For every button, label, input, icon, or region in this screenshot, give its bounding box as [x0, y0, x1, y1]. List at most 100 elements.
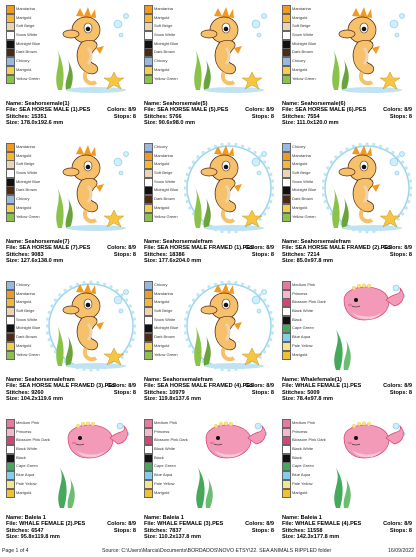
design-artwork: Chicory Mandarina Marigold Soft Beige Snow W…: [278, 140, 414, 236]
thread-swatch: Princess: [282, 427, 328, 437]
design-info: Name: Baleia 1 File: WHALE FEMALE (4).PES…: [282, 515, 412, 540]
stitches-label: Stitches:: [282, 389, 306, 396]
thread-swatch: Dark Brown: [6, 186, 52, 196]
thread-name: Marigold: [154, 161, 170, 167]
water-line: [204, 87, 264, 93]
thread-name: Marigold: [154, 204, 170, 210]
thread-name: Dark Brown: [154, 334, 175, 340]
design-preview: [184, 280, 274, 372]
design-file: WHALE FEMALE (1).PES: [295, 383, 362, 390]
size-label: Size:: [6, 119, 20, 126]
design-stitches-row: Stitches: 9083 Stops: 8: [6, 252, 136, 258]
design-file: SEA HORSE MALE FRAMED (3).PES: [19, 383, 116, 390]
design-card: Medium Pink Princess Blossom Pink Dark Blac…: [278, 416, 414, 553]
thread-name: Marigold: [16, 152, 32, 158]
name-label: Name:: [6, 377, 24, 383]
thread-color-box: [282, 5, 291, 14]
stitch-count: 7214: [307, 251, 320, 258]
name-label: Name:: [6, 101, 24, 107]
bubbles: [389, 13, 405, 38]
design-size: 111.0x120.0 mm: [296, 119, 339, 126]
thread-swatch: Mandarina: [6, 5, 52, 14]
thread-color-box: [6, 350, 15, 360]
thread-swatch: Soft Beige: [144, 169, 190, 179]
thread-swatch: Soft Beige: [6, 22, 52, 32]
design-size-row: Size: 127.6x138.0 mm: [6, 258, 136, 264]
design-info: Name: Seahorsemale(6) File: SEA HORSE MAL…: [282, 101, 412, 126]
design-file-row: File: WHALE FEMALE (3).PES Colors: 8/9: [144, 521, 274, 527]
thread-color-box: [6, 315, 15, 325]
thread-name: Black White: [154, 446, 176, 452]
file-label: File:: [282, 107, 294, 114]
thread-name: Marigold: [16, 342, 32, 348]
design-size-row: Size: 85.0x97.8 mm: [282, 258, 412, 264]
thread-name: Snow White: [16, 32, 38, 38]
design-size-row: Size: 110.2x137.8 mm: [144, 534, 274, 540]
thread-swatch: Midnight Blue: [144, 324, 190, 334]
thread-swatch: Mandarina: [6, 289, 52, 299]
bubbles: [113, 151, 129, 176]
thread-color-box: [6, 151, 15, 161]
stops-value: Stops: 8: [389, 389, 412, 396]
thread-color-box: [144, 471, 153, 481]
stops-value: Stops: 8: [113, 389, 136, 396]
design-name-row: Name: Seahorsemale(7): [6, 239, 136, 245]
thread-color-box: [282, 471, 291, 481]
thread-name: Yellow Green: [292, 213, 316, 219]
thread-color-box: [144, 488, 153, 498]
design-preview: [196, 421, 268, 508]
thread-swatch: Pale Yellow: [6, 479, 52, 489]
thread-name: Princess: [292, 290, 308, 296]
design-size-row: Size: 90.6x98.0 mm: [144, 120, 274, 126]
file-label: File:: [144, 383, 156, 390]
thread-color-box: [282, 177, 291, 187]
thread-swatch: Mandarina: [282, 5, 328, 14]
design-name: Seahorsemale(1): [24, 101, 70, 107]
thread-name: Black: [154, 454, 164, 460]
thread-name: Marigold: [292, 351, 308, 357]
thread-name: Soft Beige: [292, 170, 311, 176]
design-preview: [58, 421, 130, 508]
stitches-label: Stitches:: [282, 527, 306, 534]
design-info: Name: Seahorsemalefram File: SEA HORSE MA…: [282, 239, 412, 264]
file-label: File:: [282, 383, 294, 390]
design-size: 104.2x119.6 mm: [20, 395, 63, 402]
water-line: [342, 225, 402, 231]
thread-name: Yellow Green: [292, 75, 316, 81]
thread-color-box: [282, 462, 291, 472]
thread-swatch: Black: [6, 453, 52, 463]
thread-color-box: [144, 341, 153, 351]
thread-color-box: [144, 307, 153, 317]
design-info: Name: Baleia 1 File: WHALE FEMALE (2).PES…: [6, 515, 136, 540]
thread-color-box: [282, 203, 291, 213]
stitches-label: Stitches:: [6, 251, 30, 258]
thread-name: Snow White: [154, 316, 176, 322]
thread-color-box: [144, 177, 153, 187]
thread-swatch: Marigold: [144, 488, 190, 498]
design-file: SEA HORSE MALE FRAMED (4).PES: [157, 383, 254, 390]
seahorse: [200, 7, 242, 86]
thread-color-box: [282, 13, 291, 23]
design-size-row: Size: 119.8x137.6 mm: [144, 396, 274, 402]
size-label: Size:: [144, 395, 158, 402]
thread-swatch: Snow White: [144, 177, 190, 187]
stitches-label: Stitches:: [6, 527, 30, 534]
thread-color-box: [282, 419, 291, 428]
thread-name: Marigold: [16, 14, 32, 20]
thread-name: Mandarina: [154, 152, 173, 158]
water-line: [66, 87, 126, 93]
thread-swatch: Yellow Green: [6, 212, 52, 222]
thread-color-box: [282, 324, 291, 334]
thread-swatch: Yellow Green: [6, 74, 52, 84]
thread-color-box: [282, 57, 291, 67]
starfish: [103, 347, 125, 366]
thread-name: Marigold: [154, 489, 170, 495]
thread-name: Princess: [292, 428, 308, 434]
design-artwork: Medium Pink Princess Blossom Pink Dark Blac…: [140, 416, 276, 512]
thread-name: Marigold: [292, 66, 308, 72]
thread-name: Marigold: [154, 342, 170, 348]
thread-name: Yellow Green: [154, 213, 178, 219]
thread-palette: Medium Pink Princess Blossom Pink Dark Blac…: [282, 419, 328, 498]
thread-swatch: Snow White: [282, 31, 328, 41]
water-line: [204, 225, 264, 231]
